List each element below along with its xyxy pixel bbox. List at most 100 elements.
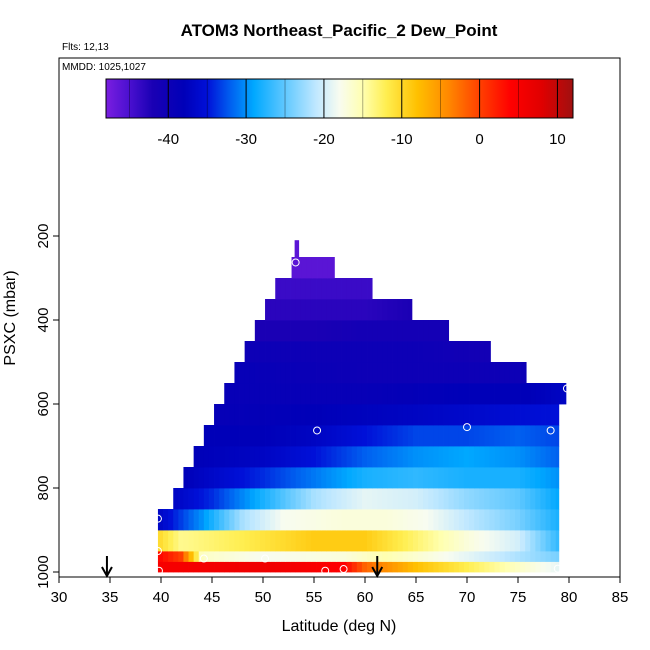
heatmap-cell xyxy=(433,425,439,447)
heatmap-cell xyxy=(321,299,327,321)
heatmap-cell xyxy=(458,425,465,447)
heatmap-cell xyxy=(443,404,450,426)
heatmap-cell xyxy=(249,383,256,405)
heatmap-cell xyxy=(163,561,169,573)
heatmap-cell xyxy=(361,551,368,562)
arrow-head xyxy=(371,566,384,579)
heatmap-cell xyxy=(423,551,429,562)
location-arrows xyxy=(101,556,384,579)
heatmap-cell xyxy=(321,509,327,531)
heatmap-cell xyxy=(259,488,266,510)
heatmap-cell xyxy=(239,561,246,573)
chart-title: ATOM3 Northeast_Pacific_2 Dew_Point xyxy=(181,21,498,40)
heatmap-cell xyxy=(433,362,439,384)
heatmap-cell xyxy=(249,561,256,573)
heatmap-cell xyxy=(290,320,297,342)
heatmap-cell xyxy=(224,404,230,426)
heatmap-cell xyxy=(407,425,414,447)
heatmap-cell xyxy=(474,446,480,468)
heatmap-cell xyxy=(275,362,281,384)
heatmap-cell xyxy=(351,278,358,300)
heatmap-cell xyxy=(479,551,485,562)
heatmap-cell xyxy=(178,551,184,562)
heatmap-cell xyxy=(392,362,399,384)
heatmap-cell xyxy=(193,551,200,562)
heatmap-cell xyxy=(418,467,424,489)
heatmap-cell xyxy=(372,530,378,552)
heatmap-cell xyxy=(397,320,404,342)
heatmap-cell xyxy=(254,530,261,552)
heatmap-cell xyxy=(555,561,560,573)
heatmap-cell xyxy=(280,425,286,447)
heatmap-cell xyxy=(509,509,516,531)
heatmap-cell xyxy=(550,467,557,489)
heatmap-cell xyxy=(463,467,470,489)
heatmap-cell xyxy=(321,320,327,342)
heatmap-cell xyxy=(341,446,348,468)
heatmap-cell xyxy=(239,467,246,489)
heatmap-cell xyxy=(356,278,363,300)
heatmap-cell xyxy=(229,488,235,510)
y-axis: 200 400 600 800 1000 xyxy=(35,223,59,589)
heatmap-cell xyxy=(356,425,363,447)
heatmap-cell xyxy=(183,467,189,489)
heatmap-cell xyxy=(326,278,332,300)
heatmap-cell xyxy=(351,446,358,468)
heatmap-cell xyxy=(433,467,439,489)
heatmap-cell xyxy=(377,446,383,468)
x-tick-label: 55 xyxy=(306,589,323,606)
heatmap-cell xyxy=(555,551,560,562)
heatmap-cell xyxy=(412,320,419,342)
y-tick-label: 200 xyxy=(35,223,52,248)
heatmap-cell xyxy=(494,425,501,447)
heatmap-cell xyxy=(453,404,460,426)
heatmap-cell xyxy=(504,362,511,384)
x-tick-label: 85 xyxy=(612,589,629,606)
heatmap-cell xyxy=(229,551,235,562)
heatmap-cell xyxy=(326,404,332,426)
heatmap-cell xyxy=(387,530,393,552)
heatmap-cell xyxy=(428,341,434,363)
sample-point xyxy=(261,554,270,563)
heatmap-cell xyxy=(397,362,404,384)
heatmap-cell xyxy=(270,561,276,573)
heatmap-cell xyxy=(504,404,511,426)
heatmap-cell xyxy=(372,383,378,405)
heatmap-cell xyxy=(356,320,363,342)
heatmap-cell xyxy=(555,404,560,426)
heatmap-cell xyxy=(275,404,281,426)
heatmap-cell xyxy=(499,446,506,468)
heatmap-cell xyxy=(509,425,516,447)
heatmap-cell xyxy=(387,509,393,531)
heatmap-cell xyxy=(560,383,567,405)
heatmap-cell xyxy=(336,404,342,426)
heatmap-cell xyxy=(305,509,312,531)
heatmap-cell xyxy=(484,383,490,405)
heatmap-cell xyxy=(514,404,521,426)
heatmap-cell xyxy=(469,425,475,447)
heatmap-cell xyxy=(310,509,317,531)
heatmap-cell xyxy=(285,362,291,384)
heatmap-cell xyxy=(341,383,348,405)
heatmap-cell xyxy=(443,362,450,384)
heatmap-cells xyxy=(157,240,567,573)
heatmap-cell xyxy=(239,425,246,447)
heatmap-cell xyxy=(489,488,495,510)
heatmap-cell xyxy=(356,383,363,405)
heatmap-cell xyxy=(219,530,225,552)
heatmap-cell xyxy=(540,383,546,405)
heatmap-cell xyxy=(438,320,444,342)
heatmap-cell xyxy=(372,425,378,447)
heatmap-cell xyxy=(479,446,485,468)
heatmap-cell xyxy=(244,404,251,426)
heatmap-cell xyxy=(423,320,429,342)
sample-point xyxy=(562,384,571,393)
heatmap-cell xyxy=(361,488,368,510)
heatmap-cell xyxy=(346,561,353,573)
heatmap-cell xyxy=(331,320,337,342)
heatmap-cell xyxy=(484,551,490,562)
heatmap-cell xyxy=(321,467,327,489)
heatmap-cell xyxy=(310,383,317,405)
heatmap-cell xyxy=(265,299,271,321)
